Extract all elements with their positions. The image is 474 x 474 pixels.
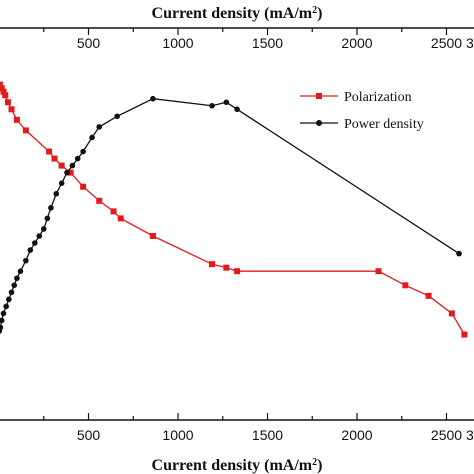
data-point: [36, 233, 43, 239]
data-point: [23, 257, 29, 264]
bottom-axis-ticks: 500 1000 1500 2000 2500 3: [43, 413, 474, 443]
legend-marker-power-density: [316, 120, 322, 126]
data-point: [2, 92, 9, 99]
top-tick-label: 500: [77, 35, 101, 51]
data-point: [375, 268, 382, 275]
data-point: [448, 310, 455, 317]
data-point: [40, 226, 47, 232]
top-axis-ticks: 500 1000 1500 2000 2500 3: [43, 28, 474, 51]
data-point: [0, 317, 5, 324]
data-point: [234, 106, 240, 113]
bottom-tick-label: 2500: [431, 427, 462, 443]
data-point: [32, 240, 38, 246]
series-power-density: [0, 95, 462, 334]
data-point: [223, 264, 230, 271]
legend-label-polarization: Polarization: [344, 90, 412, 105]
data-point: [456, 250, 462, 257]
top-tick-label: 1500: [252, 35, 283, 51]
data-point: [96, 197, 103, 204]
data-point: [8, 289, 15, 296]
data-point: [0, 81, 3, 88]
bottom-tick-label: 1500: [252, 427, 283, 443]
data-point: [27, 247, 34, 253]
data-point: [234, 268, 241, 275]
data-point: [69, 162, 76, 169]
data-point: [64, 169, 70, 176]
data-point: [74, 155, 81, 162]
series-line: [0, 98, 460, 332]
top-axis-title: Current density (mA/m2): [152, 5, 323, 23]
bottom-tick-label: 1000: [162, 427, 193, 443]
bottom-axis-title: Current density (mA/m2): [152, 457, 323, 474]
data-point: [51, 155, 58, 162]
data-point: [53, 190, 60, 197]
data-point: [17, 268, 24, 275]
data-point: [13, 116, 20, 123]
data-point: [209, 261, 216, 268]
data-point: [8, 106, 15, 113]
bottom-tick-label: 3: [466, 427, 474, 443]
data-point: [402, 282, 409, 289]
data-point: [58, 180, 65, 186]
data-point: [425, 292, 432, 299]
top-tick-label: 2500: [431, 35, 462, 51]
data-point: [4, 99, 11, 106]
data-point: [80, 148, 86, 155]
top-tick-label: 2000: [341, 35, 372, 51]
data-point: [0, 88, 7, 95]
data-point: [6, 296, 12, 303]
data-point: [114, 113, 120, 120]
data-point: [209, 102, 215, 109]
data-point: [89, 134, 95, 141]
legend-marker-polarization: [316, 93, 322, 99]
data-point: [11, 282, 18, 289]
data-point: [44, 215, 51, 222]
data-point: [58, 162, 65, 169]
data-point: [14, 275, 20, 282]
data-point: [110, 208, 117, 215]
data-point: [80, 183, 87, 190]
data-point: [96, 124, 103, 130]
data-point: [150, 95, 156, 102]
data-point: [0, 85, 5, 92]
series-polarization: [0, 81, 468, 338]
top-tick-label: 1000: [162, 35, 193, 51]
bottom-tick-label: 500: [77, 427, 101, 443]
data-point: [67, 169, 74, 176]
legend: Polarization Power density: [300, 90, 424, 132]
data-point: [223, 99, 230, 106]
data-point: [461, 331, 468, 338]
top-tick-label: 3: [466, 35, 474, 51]
data-point: [22, 127, 29, 134]
data-point: [0, 310, 7, 317]
data-point: [48, 205, 54, 211]
series-layer: [0, 81, 468, 338]
data-point: [149, 233, 156, 239]
legend-label-power-density: Power density: [344, 117, 424, 132]
data-point: [3, 303, 9, 310]
data-point: [0, 324, 4, 331]
data-point: [46, 148, 53, 155]
bottom-tick-label: 2000: [341, 427, 372, 443]
data-point: [117, 215, 124, 222]
